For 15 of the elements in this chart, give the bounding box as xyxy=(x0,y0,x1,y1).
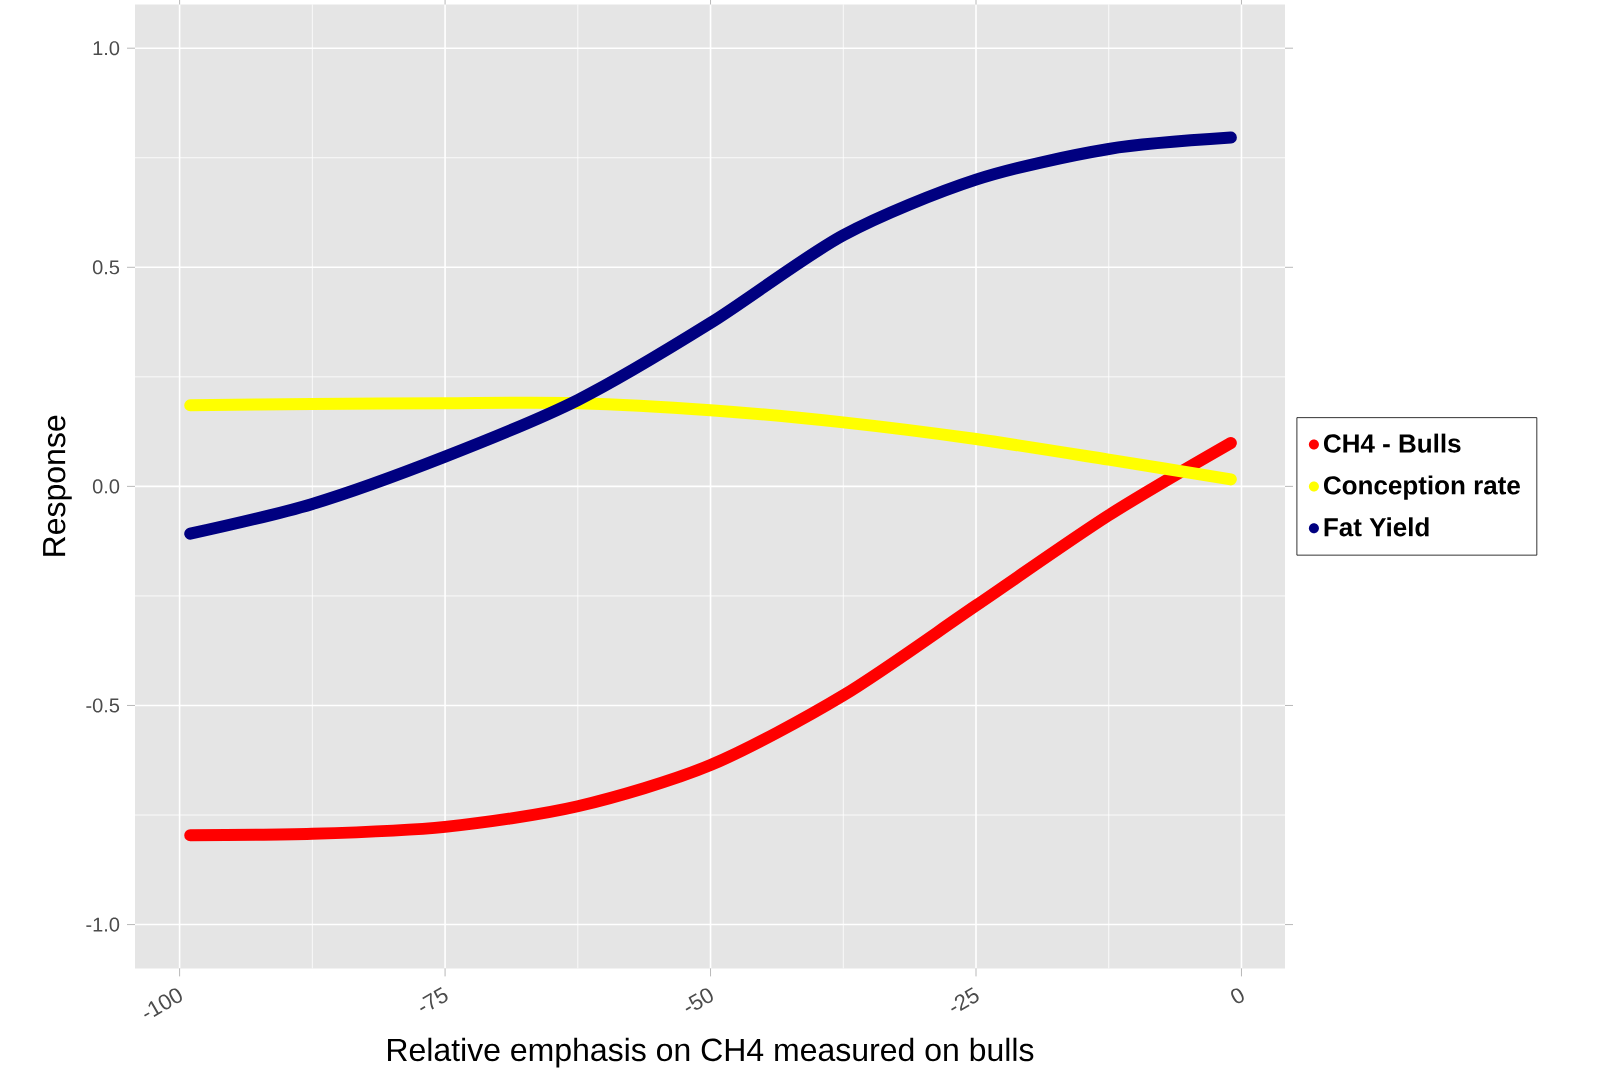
y-tick-label: -1.0 xyxy=(86,917,120,932)
y-tick-label: 0.5 xyxy=(92,260,120,275)
y-tick-label: 0.0 xyxy=(92,479,120,494)
x-tick-label: -50 xyxy=(685,988,713,1011)
x-tick-label: -75 xyxy=(420,986,448,1011)
y-axis-title: Response xyxy=(43,415,72,556)
legend-label: Conception rate xyxy=(1323,475,1520,500)
x-tick-label: -25 xyxy=(951,987,979,1012)
legend-label: Fat Yield xyxy=(1324,517,1429,537)
x-tick-label: -100 xyxy=(144,988,182,1017)
y-tick-label: -0.5 xyxy=(86,698,120,713)
legend-label: CH4 - Bulls xyxy=(1323,433,1461,453)
y-tick-label: 1.0 xyxy=(93,41,120,56)
x-axis-title: Relative emphasis on CH4 measured on bulls xyxy=(388,1037,1034,1068)
x-tick-label: 0 xyxy=(1231,988,1244,1004)
